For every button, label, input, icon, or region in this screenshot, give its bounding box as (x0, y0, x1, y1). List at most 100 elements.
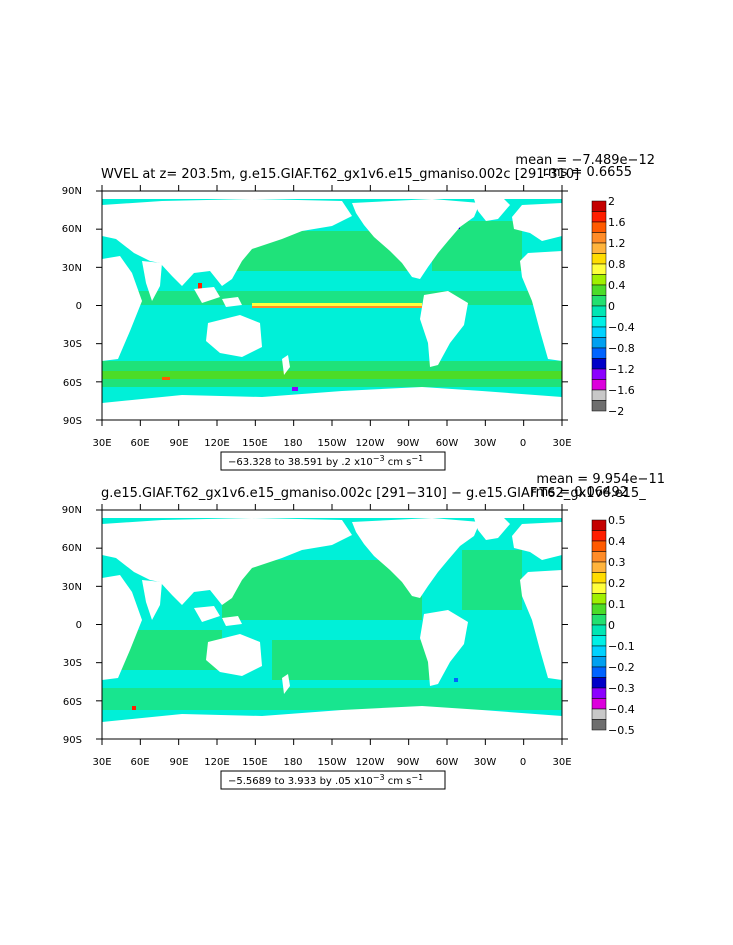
colorbar-swatch (591, 677, 607, 689)
panel-2-lat-tick: 90N (62, 505, 82, 516)
colorbar-swatch (591, 211, 607, 223)
panel-1-colorbar-labels: 2 1.6 1.2 0.8 0.4 0 −0.4 −0.8 −1.2 −1.6 … (608, 195, 635, 418)
panel-1-lat-tick: 90S (63, 416, 82, 427)
panel-2-rms: rms = 0.06492 (531, 485, 628, 500)
panel-1-colorbar-label: 1.6 (608, 216, 626, 229)
panel-1-lat-tick: 60S (63, 378, 82, 389)
colorbar-swatch (591, 253, 607, 265)
colorbar-swatch (591, 614, 607, 626)
panel-2-lon-tick: 150E (242, 757, 267, 768)
panel-2-colorbar-label: 0.5 (608, 514, 626, 527)
panel-2-colorbar-labels: 0.5 0.4 0.3 0.2 0.1 0 −0.1 −0.2 −0.3 −0.… (608, 514, 635, 737)
colorbar-swatch (591, 200, 607, 212)
colorbar-swatch (591, 347, 607, 359)
panel-1-colorbar-label: 0.4 (608, 279, 626, 292)
panel-1-lon-tick: 60E (130, 438, 149, 449)
colorbar-swatch (591, 232, 607, 244)
panel-2-colorbar-label: −0.1 (608, 640, 635, 653)
colorbar-swatch (591, 242, 607, 254)
panel-1-lon-tick: 150W (318, 438, 347, 449)
panel-2-range-label: −5.5689 to 3.933 by .05 x10−3 cm s−1 (220, 770, 446, 790)
panel-1-lon-tick: 60W (436, 438, 459, 449)
colorbar-swatch (591, 305, 607, 317)
panel-2-colorbar (591, 519, 607, 731)
colorbar-swatch (591, 719, 607, 731)
panel-2-lon-axis: 30E 60E 90E 120E 150E 180 150W 120W 90W … (92, 757, 571, 768)
panel-2-lon-tick: 60W (436, 757, 459, 768)
panel-1-lat-tick: 90N (62, 186, 82, 197)
panel-2-colorbar-label: 0.2 (608, 577, 626, 590)
panel-2-colorbar-label: 0.1 (608, 598, 626, 611)
panel-1-lon-tick: 30W (474, 438, 497, 449)
panel-1-colorbar-label: 0 (608, 300, 615, 313)
panel-2-lat-tick: 30N (62, 582, 82, 593)
panel-1-lat-tick: 30S (63, 339, 82, 350)
panel-2-range-units-exp: −1 (411, 773, 423, 782)
panel-2-lon-tick: 90E (169, 757, 188, 768)
colorbar-swatch (591, 326, 607, 338)
panel-1-lon-tick: 120E (204, 438, 229, 449)
colorbar-swatch (591, 624, 607, 636)
panel-2-colorbar-label: −0.5 (608, 724, 635, 737)
svg-text:−63.328 to 38.591 by .2 x10−3: −63.328 to 38.591 by .2 x10−3 cm s−1 (228, 454, 423, 468)
colorbar-swatch (591, 572, 607, 584)
panel-2-lon-tick: 150W (318, 757, 347, 768)
panel-1-lon-tick: 150E (242, 438, 267, 449)
panel-1-mean: mean = −7.489e−12 (515, 153, 655, 168)
colorbar-swatch (591, 656, 607, 668)
panel-2-lat-axis: 90N 60N 30N 0 30S 60S 90S (62, 505, 82, 746)
panel-2-title: g.e15.GIAF.T62_gx1v6.e15_gmaniso.002c [2… (101, 486, 646, 501)
colorbar-swatch (591, 274, 607, 286)
panel-1-map (101, 190, 563, 421)
panel-2-lat-tick: 60N (62, 543, 82, 554)
colorbar-swatch (591, 708, 607, 720)
colorbar-swatch (591, 635, 607, 647)
colorbar-swatch (591, 519, 607, 531)
axis-tick-marks (96, 185, 568, 745)
panel-1-lon-tick: 30E (552, 438, 571, 449)
panel-2-lon-tick: 120E (204, 757, 229, 768)
panel-1-lon-tick: 90W (397, 438, 420, 449)
panel-2: g.e15.GIAF.T62_gx1v6.e15_gmaniso.002c [2… (62, 472, 665, 790)
colorbar-swatch (591, 582, 607, 594)
panel-1-colorbar-label: −0.4 (608, 321, 635, 334)
panel-2-colorbar-label: 0.3 (608, 556, 626, 569)
panel-2-colorbar-label: 0 (608, 619, 615, 632)
colorbar-swatch (591, 540, 607, 552)
svg-text:−5.5689 to 3.933 by .05 x10−3: −5.5689 to 3.933 by .05 x10−3 cm s−1 (228, 773, 423, 787)
panel-1-range-exp: −3 (373, 454, 385, 463)
panel-1-colorbar-label: 1.2 (608, 237, 626, 250)
colorbar-swatch (591, 284, 607, 296)
panel-2-lat-tick: 0 (76, 620, 82, 631)
panel-1-lat-axis: 90N 60N 30N 0 30S 60S 90S (62, 186, 82, 427)
panel-1-colorbar-label: −0.8 (608, 342, 635, 355)
panel-2-colorbar-label: −0.4 (608, 703, 635, 716)
panel-1-range-label: −63.328 to 38.591 by .2 x10−3 cm s−1 (220, 451, 446, 471)
panel-1-lon-tick: 30E (92, 438, 111, 449)
colorbar-swatch (591, 389, 607, 401)
panel-1-range-units-exp: −1 (411, 454, 423, 463)
panel-2-lon-tick: 0 (520, 757, 526, 768)
panel-2-range-exp: −3 (373, 773, 385, 782)
colorbar-swatch (591, 551, 607, 563)
panel-1: WVEL at z= 203.5m, g.e15.GIAF.T62_gx1v6.… (62, 153, 655, 471)
colorbar-swatch (591, 561, 607, 573)
colorbar-swatch (591, 593, 607, 605)
panel-2-lon-tick: 180 (283, 757, 302, 768)
panel-2-range-text: −5.5689 to 3.933 by .05 x10 (228, 776, 373, 787)
colorbar-swatch (591, 687, 607, 699)
colorbar-swatch (591, 530, 607, 542)
panel-1-lat-tick: 30N (62, 263, 82, 274)
panel-2-lat-tick: 30S (63, 658, 82, 669)
panel-1-colorbar-label: 2 (608, 195, 615, 208)
panel-1-rms: rms = 0.6655 (543, 165, 632, 180)
colorbar-swatch (591, 645, 607, 657)
colorbar-swatch (591, 603, 607, 615)
panel-1-colorbar-label: 0.8 (608, 258, 626, 271)
panel-2-lon-tick: 30E (552, 757, 571, 768)
panel-2-colorbar-label: 0.4 (608, 535, 626, 548)
colorbar-swatch (591, 698, 607, 710)
colorbar-swatch (591, 666, 607, 678)
panel-2-lon-tick: 30W (474, 757, 497, 768)
